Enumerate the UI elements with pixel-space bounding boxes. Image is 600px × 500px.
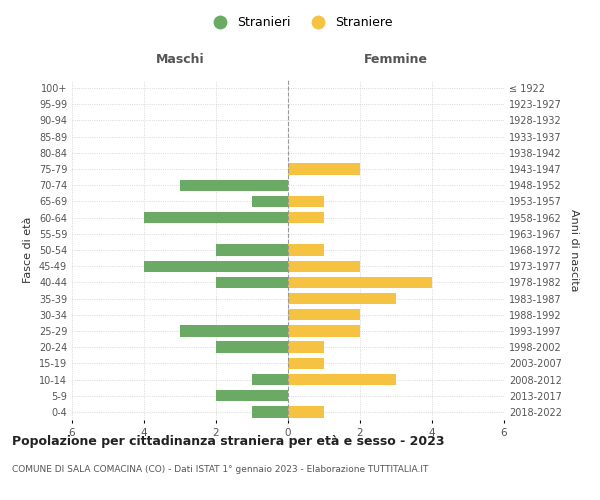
Legend: Stranieri, Straniere: Stranieri, Straniere: [202, 11, 398, 34]
Y-axis label: Anni di nascita: Anni di nascita: [569, 208, 578, 291]
Bar: [288, 406, 324, 417]
Bar: [180, 326, 288, 336]
Bar: [252, 406, 288, 417]
Text: COMUNE DI SALA COMACINA (CO) - Dati ISTAT 1° gennaio 2023 - Elaborazione TUTTITA: COMUNE DI SALA COMACINA (CO) - Dati ISTA…: [12, 465, 428, 474]
Text: Popolazione per cittadinanza straniera per età e sesso - 2023: Popolazione per cittadinanza straniera p…: [12, 435, 445, 448]
Y-axis label: Fasce di età: Fasce di età: [23, 217, 33, 283]
Bar: [180, 180, 288, 191]
Bar: [216, 276, 288, 288]
Text: Maschi: Maschi: [155, 54, 205, 66]
Text: Femmine: Femmine: [364, 54, 428, 66]
Bar: [288, 326, 360, 336]
Bar: [288, 196, 324, 207]
Bar: [144, 260, 288, 272]
Bar: [216, 390, 288, 402]
Bar: [288, 358, 324, 369]
Bar: [288, 309, 360, 320]
Bar: [288, 212, 324, 224]
Bar: [288, 342, 324, 353]
Bar: [288, 164, 360, 174]
Bar: [252, 196, 288, 207]
Bar: [252, 374, 288, 385]
Bar: [288, 244, 324, 256]
Bar: [288, 293, 396, 304]
Bar: [288, 260, 360, 272]
Bar: [216, 342, 288, 353]
Bar: [288, 276, 432, 288]
Bar: [288, 374, 396, 385]
Bar: [216, 244, 288, 256]
Bar: [144, 212, 288, 224]
